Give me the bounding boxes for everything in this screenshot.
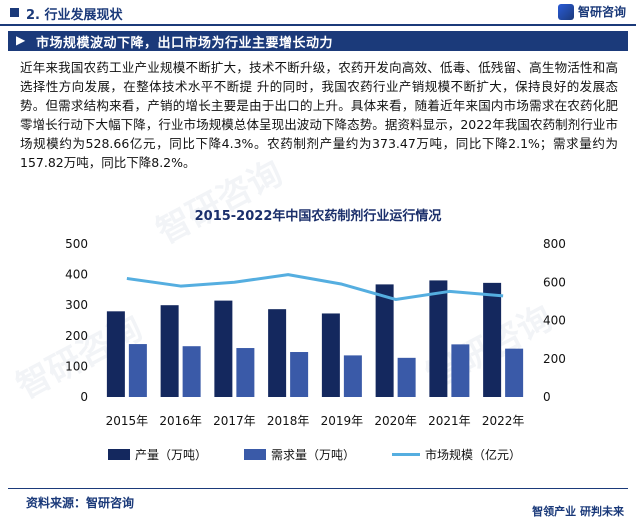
section-marker-icon: [10, 8, 19, 17]
bar-production: [375, 284, 394, 397]
y-left-tick-label: 500: [65, 237, 88, 251]
bar-demand: [236, 348, 255, 397]
headline-banner: ▶ 市场规模波动下降，出口市场为行业主要增长动力: [8, 31, 628, 51]
x-tick-label: 2019年: [321, 414, 364, 428]
y-right-tick-label: 800: [543, 237, 566, 251]
bar-production: [268, 309, 287, 397]
legend-swatch-market-size: [392, 453, 420, 456]
bar-production: [483, 282, 502, 397]
legend-item-market-size: 市场规模（亿元）: [392, 446, 521, 463]
bar-demand: [397, 357, 416, 397]
y-left-tick-label: 400: [65, 268, 88, 282]
legend-label-demand: 需求量（万吨）: [271, 448, 356, 462]
y-left-tick-label: 200: [65, 329, 88, 343]
legend-swatch-demand: [244, 449, 266, 460]
y-right-tick-label: 200: [543, 352, 566, 366]
x-tick-label: 2020年: [374, 414, 417, 428]
brand: 智研咨询: [557, 3, 626, 20]
x-tick-label: 2022年: [482, 414, 525, 428]
legend-item-production: 产量（万吨）: [108, 446, 207, 463]
x-tick-label: 2021年: [428, 414, 471, 428]
bar-production: [214, 300, 233, 397]
brand-logo-icon: [557, 3, 574, 20]
x-tick-label: 2016年: [159, 414, 202, 428]
bar-production: [429, 280, 448, 397]
legend-label-production: 产量（万吨）: [135, 448, 208, 462]
chart: 0 100 200 300 400 500 0 200 400 600 800 2015年 2016年 2…: [65, 237, 566, 428]
legend-swatch-production: [108, 449, 130, 460]
y-left-tick-label: 100: [65, 359, 88, 373]
y-left-tick-label: 300: [65, 298, 88, 312]
x-tick-label: 2017年: [213, 414, 256, 428]
bar-demand: [451, 344, 470, 397]
y-right-tick-label: 600: [543, 275, 566, 289]
brand-name: 智研咨询: [577, 5, 626, 19]
source-note: 资料来源：智研咨询: [26, 496, 135, 510]
bar-demand: [182, 346, 201, 397]
y-right-tick-label: 0: [543, 390, 551, 404]
x-tick-label: 2018年: [267, 414, 310, 428]
y-right-tick-label: 400: [543, 314, 566, 328]
footer-slogan: 智领产业 研判未来: [532, 505, 624, 518]
legend-label-market-size: 市场规模（亿元）: [425, 448, 522, 462]
top-header: 2. 行业发展现状 智研咨询: [0, 0, 636, 26]
body-paragraph: 近年来我国农药工业产业规模不断扩大，技术不断升级，农药开发向高效、低毒、低残留、…: [20, 60, 618, 170]
bar-demand: [505, 348, 524, 397]
bar-production: [160, 305, 179, 397]
y-left-tick-label: 0: [80, 390, 88, 404]
bar-demand: [290, 352, 309, 397]
bar-demand: [343, 355, 362, 397]
chart-title: 2015-2022年中国农药制剂行业运行情况: [194, 209, 442, 224]
arrow-right-icon: ▶: [16, 33, 26, 47]
headline-title: 市场规模波动下降，出口市场为行业主要增长动力: [36, 36, 334, 51]
legend-item-demand: 需求量（万吨）: [244, 446, 355, 463]
x-tick-label: 2015年: [106, 414, 149, 428]
footer-divider: [8, 488, 628, 489]
bar-production: [321, 313, 340, 397]
section-title: 2. 行业发展现状: [26, 8, 123, 23]
chart-legend: 产量（万吨） 需求量（万吨） 市场规模（亿元）: [0, 446, 636, 464]
line-market-size: [126, 273, 504, 301]
bar-demand: [128, 344, 147, 397]
bar-production: [106, 311, 125, 397]
